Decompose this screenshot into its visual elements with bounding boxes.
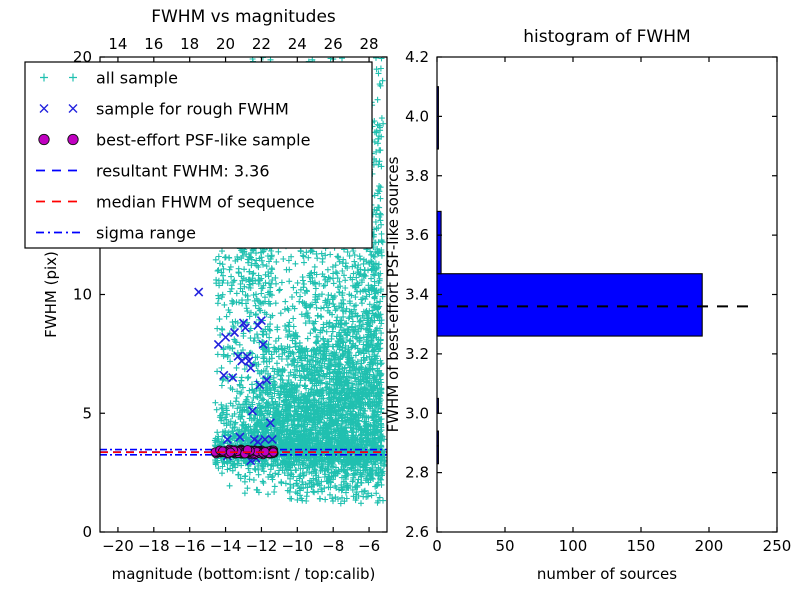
x-tick-label: 0 — [432, 537, 442, 555]
y-tick-label: 3.2 — [405, 345, 429, 363]
y-tick-label: 0 — [82, 523, 92, 541]
x-tick-label: 250 — [763, 537, 792, 555]
legend-box — [24, 61, 373, 249]
y-tick-label: 5 — [82, 404, 92, 422]
x-bottom-tick-label: −14 — [210, 537, 242, 555]
x-bottom-tick-label: −8 — [322, 537, 344, 555]
cross-icon — [68, 104, 78, 113]
y-tick-label: 2.8 — [405, 464, 429, 482]
series-rough-fwhm — [194, 287, 277, 466]
left-reference-lines — [100, 448, 387, 456]
y-tick-label: 4.0 — [405, 107, 429, 125]
y-tick-label: 3.0 — [405, 404, 429, 422]
x-tick-label: 200 — [695, 537, 724, 555]
x-bottom-tick-label: −6 — [358, 537, 380, 555]
x-tick-label: 150 — [627, 537, 656, 555]
x-top-tick-label: 20 — [216, 35, 235, 53]
histogram-bar — [436, 273, 703, 337]
left-axes: FWHM vs magnitudes −20 −18 −16 −14 −12 −10 −8 −6… — [42, 7, 388, 583]
x-tick-label: 50 — [495, 537, 514, 555]
x-bottom-tick-label: −16 — [174, 537, 206, 555]
legend-label: all sample — [96, 69, 178, 88]
histogram-bar — [436, 210, 442, 275]
left-ylabel: FWHM (pix) — [42, 251, 60, 338]
x-top-tick-label: 28 — [360, 35, 379, 53]
plus-icon — [69, 73, 77, 82]
x-bottom-tick-label: −12 — [246, 537, 278, 555]
y-tick-label: 3.8 — [405, 167, 429, 185]
y-tick-label: 4.2 — [405, 48, 429, 66]
legend-label: best-effort PSF-like sample — [96, 131, 310, 150]
legend: all sample sample for rough FWHM best-effo… — [24, 61, 373, 249]
legend-entry[interactable]: sigma range — [36, 224, 196, 243]
left-plot-data — [100, 57, 387, 507]
right-plot-title: histogram of FWHM — [523, 27, 690, 47]
left-xlabel: magnitude (bottom:isnt / top:calib) — [112, 565, 376, 583]
x-top-tick-label: 18 — [180, 35, 199, 53]
x-bottom-tick-label: −10 — [281, 537, 313, 555]
legend-label: resultant FWHM: 3.36 — [96, 162, 270, 181]
legend-label: sigma range — [96, 224, 196, 243]
x-top-tick-label: 24 — [288, 35, 307, 53]
cross-icon — [39, 104, 49, 113]
y-tick-label: 3.4 — [405, 286, 429, 304]
legend-entry[interactable]: resultant FWHM: 3.36 — [36, 162, 270, 181]
y-tick-label: 3.6 — [405, 226, 429, 244]
right-axes: histogram of FWHM 0 50 100 150 200 250 2.6 2.8 3.… — [384, 27, 791, 583]
x-top-tick-label: 14 — [108, 35, 127, 53]
right-xlabel: number of sources — [537, 565, 677, 583]
legend-label: sample for rough FWHM — [96, 100, 289, 119]
legend-entry[interactable]: best-effort PSF-like sample — [38, 131, 311, 150]
x-top-tick-label: 22 — [252, 35, 271, 53]
y-tick-label: 10 — [73, 286, 92, 304]
legend-entry[interactable]: median FHWM of sequence — [36, 193, 315, 212]
y-tick-label: 2.6 — [405, 523, 429, 541]
x-top-tick-label: 16 — [144, 35, 163, 53]
x-top-tick-label: 26 — [324, 35, 343, 53]
circle-icon — [38, 133, 50, 146]
x-bottom-tick-label: −18 — [138, 537, 170, 555]
circle-icon — [67, 133, 79, 146]
right-ylabel: FWHM of best-effort PSF-like sources — [384, 156, 402, 432]
x-tick-label: 100 — [559, 537, 588, 555]
legend-entry[interactable]: all sample — [40, 69, 178, 88]
legend-entry[interactable]: sample for rough FWHM — [39, 100, 289, 119]
left-plot-title: FWHM vs magnitudes — [151, 7, 336, 27]
histogram-bars — [436, 86, 703, 465]
x-bottom-tick-label: −20 — [102, 537, 134, 555]
plus-icon — [40, 73, 48, 82]
legend-label: median FHWM of sequence — [96, 193, 315, 212]
